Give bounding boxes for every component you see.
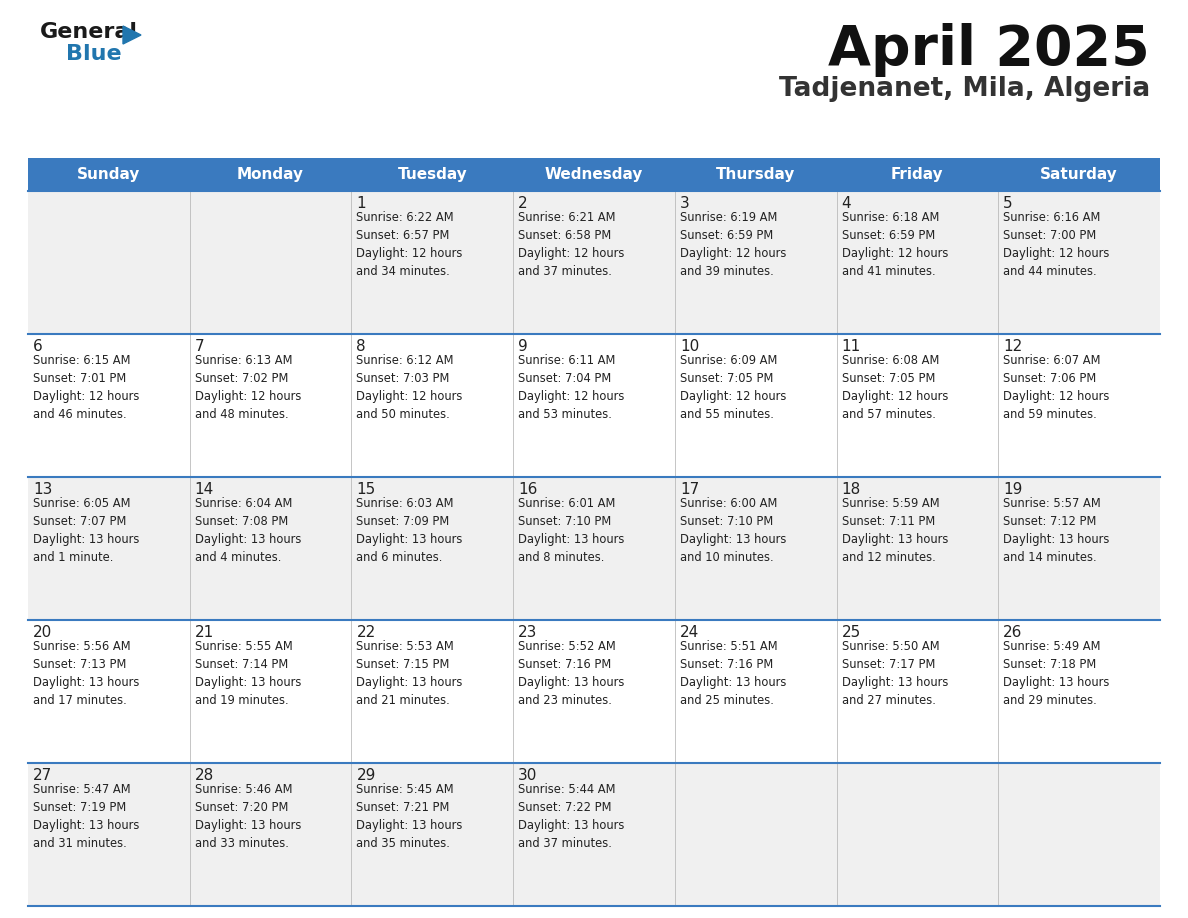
Text: 27: 27 (33, 768, 52, 783)
Text: General: General (40, 22, 138, 42)
Text: 3: 3 (680, 196, 689, 211)
Text: 1: 1 (356, 196, 366, 211)
Text: Sunrise: 6:01 AM
Sunset: 7:10 PM
Daylight: 13 hours
and 8 minutes.: Sunrise: 6:01 AM Sunset: 7:10 PM Dayligh… (518, 497, 625, 564)
Text: 24: 24 (680, 625, 699, 640)
Text: Sunrise: 6:04 AM
Sunset: 7:08 PM
Daylight: 13 hours
and 4 minutes.: Sunrise: 6:04 AM Sunset: 7:08 PM Dayligh… (195, 497, 301, 564)
Text: 8: 8 (356, 339, 366, 354)
Text: Sunrise: 6:08 AM
Sunset: 7:05 PM
Daylight: 12 hours
and 57 minutes.: Sunrise: 6:08 AM Sunset: 7:05 PM Dayligh… (841, 354, 948, 421)
Text: Sunrise: 6:12 AM
Sunset: 7:03 PM
Daylight: 12 hours
and 50 minutes.: Sunrise: 6:12 AM Sunset: 7:03 PM Dayligh… (356, 354, 463, 421)
Text: Wednesday: Wednesday (545, 167, 643, 182)
Text: 23: 23 (518, 625, 537, 640)
Text: Sunrise: 5:49 AM
Sunset: 7:18 PM
Daylight: 13 hours
and 29 minutes.: Sunrise: 5:49 AM Sunset: 7:18 PM Dayligh… (1004, 640, 1110, 707)
Text: 28: 28 (195, 768, 214, 783)
Text: Sunrise: 5:45 AM
Sunset: 7:21 PM
Daylight: 13 hours
and 35 minutes.: Sunrise: 5:45 AM Sunset: 7:21 PM Dayligh… (356, 783, 463, 850)
Bar (29, 158, 1159, 191)
Text: 18: 18 (841, 482, 861, 497)
Text: Sunrise: 6:11 AM
Sunset: 7:04 PM
Daylight: 12 hours
and 53 minutes.: Sunrise: 6:11 AM Sunset: 7:04 PM Dayligh… (518, 354, 625, 421)
Text: Sunrise: 5:51 AM
Sunset: 7:16 PM
Daylight: 13 hours
and 25 minutes.: Sunrise: 5:51 AM Sunset: 7:16 PM Dayligh… (680, 640, 786, 707)
Text: 26: 26 (1004, 625, 1023, 640)
Text: 11: 11 (841, 339, 861, 354)
Text: 2: 2 (518, 196, 527, 211)
Text: 19: 19 (1004, 482, 1023, 497)
Text: April 2025: April 2025 (828, 23, 1150, 77)
Text: Saturday: Saturday (1041, 167, 1118, 182)
Text: Sunrise: 6:05 AM
Sunset: 7:07 PM
Daylight: 13 hours
and 1 minute.: Sunrise: 6:05 AM Sunset: 7:07 PM Dayligh… (33, 497, 139, 564)
Bar (29, 191, 1159, 334)
Text: Thursday: Thursday (716, 167, 796, 182)
Text: Sunrise: 5:57 AM
Sunset: 7:12 PM
Daylight: 13 hours
and 14 minutes.: Sunrise: 5:57 AM Sunset: 7:12 PM Dayligh… (1004, 497, 1110, 564)
Text: Sunday: Sunday (77, 167, 140, 182)
Text: 6: 6 (33, 339, 43, 354)
Text: 14: 14 (195, 482, 214, 497)
Text: Sunrise: 6:16 AM
Sunset: 7:00 PM
Daylight: 12 hours
and 44 minutes.: Sunrise: 6:16 AM Sunset: 7:00 PM Dayligh… (1004, 211, 1110, 278)
Text: Sunrise: 5:47 AM
Sunset: 7:19 PM
Daylight: 13 hours
and 31 minutes.: Sunrise: 5:47 AM Sunset: 7:19 PM Dayligh… (33, 783, 139, 850)
Text: Sunrise: 6:15 AM
Sunset: 7:01 PM
Daylight: 12 hours
and 46 minutes.: Sunrise: 6:15 AM Sunset: 7:01 PM Dayligh… (33, 354, 139, 421)
Text: Sunrise: 5:53 AM
Sunset: 7:15 PM
Daylight: 13 hours
and 21 minutes.: Sunrise: 5:53 AM Sunset: 7:15 PM Dayligh… (356, 640, 463, 707)
Text: Sunrise: 6:21 AM
Sunset: 6:58 PM
Daylight: 12 hours
and 37 minutes.: Sunrise: 6:21 AM Sunset: 6:58 PM Dayligh… (518, 211, 625, 278)
Text: Sunrise: 6:07 AM
Sunset: 7:06 PM
Daylight: 12 hours
and 59 minutes.: Sunrise: 6:07 AM Sunset: 7:06 PM Dayligh… (1004, 354, 1110, 421)
Bar (29, 620, 1159, 763)
Text: 30: 30 (518, 768, 537, 783)
Text: Sunrise: 5:56 AM
Sunset: 7:13 PM
Daylight: 13 hours
and 17 minutes.: Sunrise: 5:56 AM Sunset: 7:13 PM Dayligh… (33, 640, 139, 707)
Text: 17: 17 (680, 482, 699, 497)
Text: Tuesday: Tuesday (398, 167, 467, 182)
Text: Sunrise: 6:13 AM
Sunset: 7:02 PM
Daylight: 12 hours
and 48 minutes.: Sunrise: 6:13 AM Sunset: 7:02 PM Dayligh… (195, 354, 301, 421)
Bar (29, 763, 1159, 906)
Text: 10: 10 (680, 339, 699, 354)
Text: 13: 13 (33, 482, 52, 497)
Text: Sunrise: 5:52 AM
Sunset: 7:16 PM
Daylight: 13 hours
and 23 minutes.: Sunrise: 5:52 AM Sunset: 7:16 PM Dayligh… (518, 640, 625, 707)
Text: Sunrise: 6:18 AM
Sunset: 6:59 PM
Daylight: 12 hours
and 41 minutes.: Sunrise: 6:18 AM Sunset: 6:59 PM Dayligh… (841, 211, 948, 278)
Text: 5: 5 (1004, 196, 1013, 211)
Text: 12: 12 (1004, 339, 1023, 354)
Text: Sunrise: 6:09 AM
Sunset: 7:05 PM
Daylight: 12 hours
and 55 minutes.: Sunrise: 6:09 AM Sunset: 7:05 PM Dayligh… (680, 354, 786, 421)
Text: 25: 25 (841, 625, 861, 640)
Text: Sunrise: 5:50 AM
Sunset: 7:17 PM
Daylight: 13 hours
and 27 minutes.: Sunrise: 5:50 AM Sunset: 7:17 PM Dayligh… (841, 640, 948, 707)
Text: 15: 15 (356, 482, 375, 497)
Text: 16: 16 (518, 482, 537, 497)
Text: 20: 20 (33, 625, 52, 640)
Bar (29, 334, 1159, 477)
Text: Blue: Blue (67, 44, 121, 64)
Text: Sunrise: 6:19 AM
Sunset: 6:59 PM
Daylight: 12 hours
and 39 minutes.: Sunrise: 6:19 AM Sunset: 6:59 PM Dayligh… (680, 211, 786, 278)
Text: 22: 22 (356, 625, 375, 640)
Polygon shape (124, 26, 141, 44)
Text: Sunrise: 5:44 AM
Sunset: 7:22 PM
Daylight: 13 hours
and 37 minutes.: Sunrise: 5:44 AM Sunset: 7:22 PM Dayligh… (518, 783, 625, 850)
Text: Monday: Monday (238, 167, 304, 182)
Text: 4: 4 (841, 196, 851, 211)
Text: Sunrise: 5:59 AM
Sunset: 7:11 PM
Daylight: 13 hours
and 12 minutes.: Sunrise: 5:59 AM Sunset: 7:11 PM Dayligh… (841, 497, 948, 564)
Text: Sunrise: 6:00 AM
Sunset: 7:10 PM
Daylight: 13 hours
and 10 minutes.: Sunrise: 6:00 AM Sunset: 7:10 PM Dayligh… (680, 497, 786, 564)
Text: Sunrise: 6:22 AM
Sunset: 6:57 PM
Daylight: 12 hours
and 34 minutes.: Sunrise: 6:22 AM Sunset: 6:57 PM Dayligh… (356, 211, 463, 278)
Text: Sunrise: 6:03 AM
Sunset: 7:09 PM
Daylight: 13 hours
and 6 minutes.: Sunrise: 6:03 AM Sunset: 7:09 PM Dayligh… (356, 497, 463, 564)
Text: Friday: Friday (891, 167, 943, 182)
Text: Tadjenanet, Mila, Algeria: Tadjenanet, Mila, Algeria (779, 76, 1150, 102)
Bar (29, 477, 1159, 620)
Text: 21: 21 (195, 625, 214, 640)
Text: 29: 29 (356, 768, 375, 783)
Text: Sunrise: 5:55 AM
Sunset: 7:14 PM
Daylight: 13 hours
and 19 minutes.: Sunrise: 5:55 AM Sunset: 7:14 PM Dayligh… (195, 640, 301, 707)
Text: 9: 9 (518, 339, 527, 354)
Text: Sunrise: 5:46 AM
Sunset: 7:20 PM
Daylight: 13 hours
and 33 minutes.: Sunrise: 5:46 AM Sunset: 7:20 PM Dayligh… (195, 783, 301, 850)
Text: 7: 7 (195, 339, 204, 354)
